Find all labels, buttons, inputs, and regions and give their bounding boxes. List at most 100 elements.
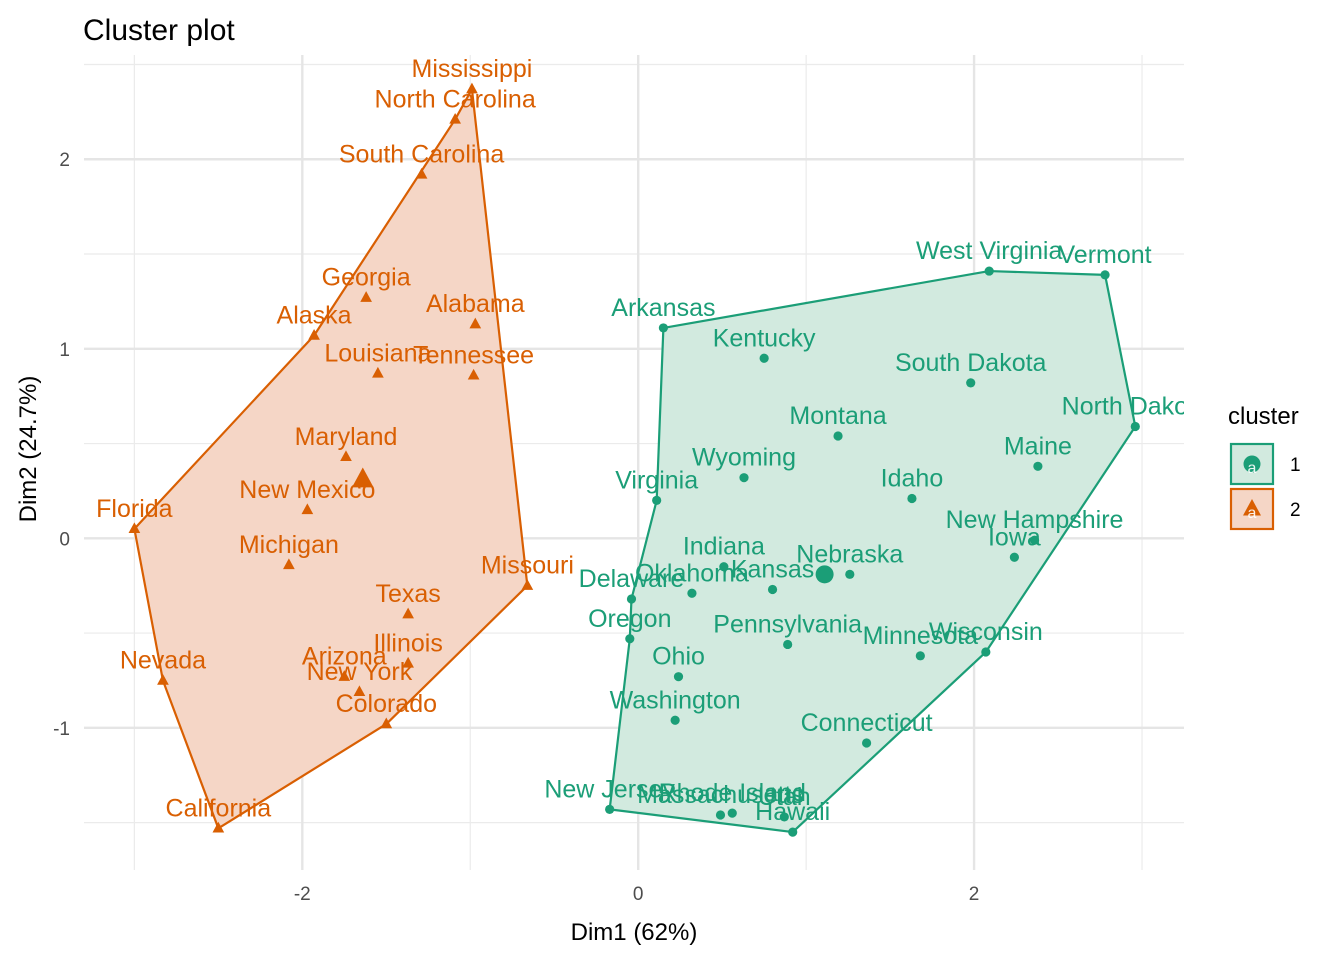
- label-pennsylvania: Pennsylvania: [713, 610, 862, 638]
- label-massachusetts: Massachusetts: [637, 781, 804, 809]
- point-pennsylvania: [783, 639, 793, 650]
- point-north-carolina: [449, 112, 461, 124]
- point-tennessee: [467, 368, 480, 380]
- label-maryland: Maryland: [295, 423, 398, 451]
- point-arkansas: [658, 323, 668, 333]
- point-vermont: [1100, 270, 1110, 280]
- point-oregon: [625, 634, 635, 644]
- point-new-mexico: [301, 503, 314, 515]
- chart-title: Cluster plot: [83, 14, 235, 47]
- label-california: California: [166, 794, 272, 822]
- legend-glyph: a: [1248, 505, 1257, 522]
- legend-title: cluster: [1228, 403, 1299, 430]
- label-idaho: Idaho: [881, 465, 944, 493]
- point-illinois: [402, 656, 414, 668]
- point-hawaii: [788, 827, 798, 837]
- point-indiana: [719, 562, 729, 572]
- point-california: [212, 821, 225, 833]
- point-maine: [1033, 461, 1043, 471]
- point-missouri: [521, 579, 534, 590]
- point-nevada: [157, 673, 169, 685]
- point-arizona: [338, 670, 351, 681]
- y-tick-label: 1: [59, 340, 70, 361]
- point-south-carolina: [415, 167, 428, 179]
- x-tick-label: 2: [969, 884, 980, 905]
- point-washington: [670, 715, 680, 725]
- label-vermont: Vermont: [1059, 241, 1152, 269]
- cluster-hulls: [133, 88, 1137, 834]
- label-louisiana: Louisiana: [324, 339, 431, 367]
- legend-triangle-marker: [1243, 499, 1261, 516]
- label-new-jersey: New Jersey: [544, 775, 675, 803]
- legend-label: 1: [1290, 455, 1301, 476]
- point-montana: [833, 431, 843, 441]
- axis-ticks: -2 0 2 -1 0 1 2: [53, 150, 979, 905]
- label-indiana: Indiana: [683, 533, 765, 561]
- label-tennessee: Tennessee: [413, 341, 534, 369]
- label-oregon: Oregon: [588, 605, 671, 633]
- point-utah: [779, 812, 789, 822]
- label-north-carolina: North Carolina: [375, 85, 536, 113]
- label-colorado: Colorado: [336, 690, 437, 718]
- point-connecticut: [861, 738, 872, 748]
- label-arkansas: Arkansas: [611, 294, 715, 322]
- label-mississippi: Mississippi: [412, 55, 533, 83]
- x-tick-label: -2: [294, 884, 311, 905]
- label-alabama: Alabama: [426, 290, 525, 318]
- label-new-mexico: New Mexico: [239, 476, 375, 504]
- label-kansas: Kansas: [731, 555, 814, 583]
- point-virginia: [652, 495, 662, 506]
- label-ohio: Ohio: [652, 643, 705, 671]
- point-kentucky: [759, 353, 769, 363]
- legend-label: 2: [1290, 500, 1301, 521]
- label-connecticut: Connecticut: [801, 709, 933, 737]
- label-alaska: Alaska: [277, 302, 352, 330]
- label-missouri: Missouri: [481, 552, 574, 580]
- point-new-jersey: [605, 804, 615, 814]
- label-texas: Texas: [375, 580, 440, 608]
- point-florida: [128, 522, 141, 534]
- point-alaska: [308, 329, 320, 340]
- legend: cluster a 1a 2: [1228, 403, 1301, 531]
- point-wyoming: [739, 473, 749, 483]
- cluster-points: [128, 82, 1140, 837]
- point-minnesota: [915, 651, 925, 661]
- cluster-2-center: [351, 467, 374, 488]
- point-texas: [402, 607, 414, 619]
- label-michigan: Michigan: [239, 531, 339, 559]
- point-west-virginia: [984, 266, 994, 276]
- legend-circle-marker: [1243, 455, 1261, 473]
- y-tick-label: -1: [53, 719, 70, 740]
- label-nebraska: Nebraska: [796, 540, 903, 568]
- legend-glyph: a: [1248, 460, 1257, 477]
- point-colorado: [380, 717, 393, 729]
- label-iowa: Iowa: [988, 523, 1041, 551]
- label-south-dakota: South Dakota: [895, 349, 1047, 377]
- point-north-dakota: [1130, 421, 1140, 432]
- point-massachusetts: [715, 810, 726, 820]
- point-iowa: [1009, 552, 1019, 562]
- point-michigan: [283, 558, 295, 570]
- label-south-carolina: South Carolina: [339, 140, 504, 168]
- label-wyoming: Wyoming: [692, 444, 796, 472]
- point-mississippi: [466, 82, 478, 94]
- point-louisiana: [372, 366, 384, 378]
- y-tick-label: 2: [59, 150, 70, 171]
- cluster-1-center: [815, 565, 834, 584]
- label-wisconsin: Wisconsin: [929, 618, 1043, 646]
- label-virginia: Virginia: [615, 466, 698, 494]
- point-new-hampshire: [1029, 535, 1040, 545]
- point-rhode-island: [727, 808, 737, 818]
- label-new-hampshire: New Hampshire: [946, 506, 1124, 534]
- point-south-dakota: [966, 378, 976, 388]
- point-kansas: [767, 584, 778, 595]
- label-maine: Maine: [1004, 432, 1072, 460]
- label-washington: Washington: [610, 686, 741, 714]
- label-rhode-island: Rhode Island: [659, 779, 806, 807]
- label-west-virginia: West Virginia: [916, 237, 1062, 265]
- label-minnesota: Minnesota: [863, 622, 978, 650]
- label-new-york: New York: [307, 658, 413, 686]
